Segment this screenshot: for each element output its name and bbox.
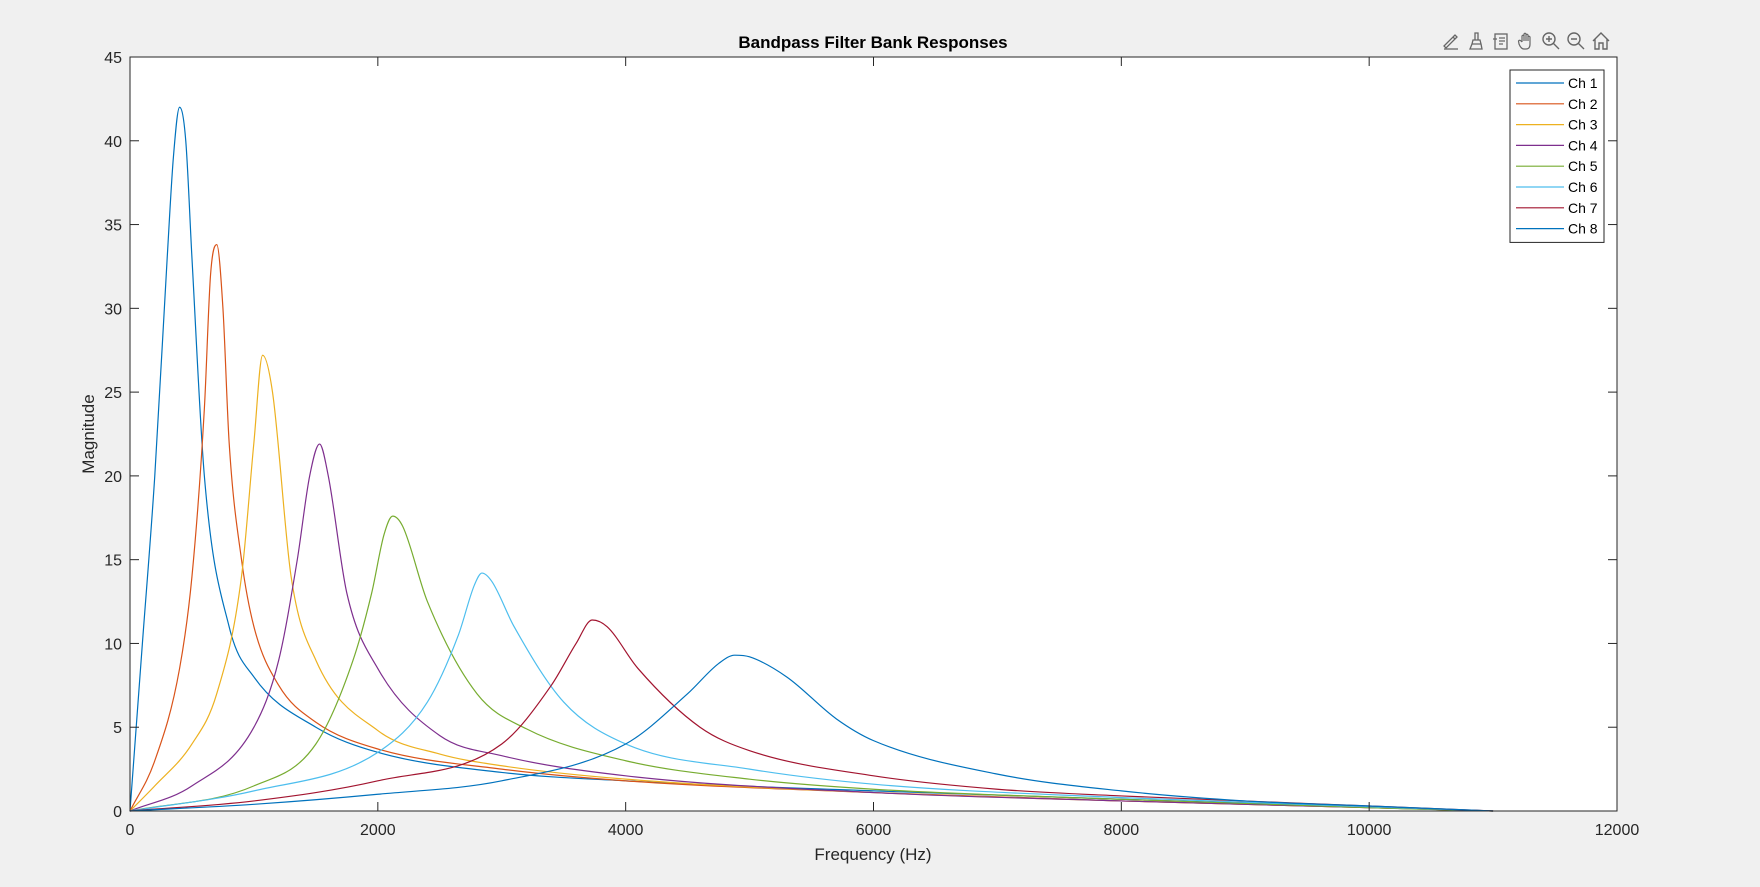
plot-area (130, 57, 1617, 811)
legend-box (1509, 69, 1605, 243)
x-axis-label: Frequency (Hz) (814, 845, 931, 864)
y-tick-label: 40 (104, 134, 122, 151)
legend-label: Ch 3 (1568, 117, 1598, 133)
x-tick-label: 8000 (1104, 822, 1140, 839)
series-line-6[interactable] (129, 572, 1494, 812)
series-line-5[interactable] (129, 515, 1494, 812)
home-icon (1592, 32, 1610, 50)
legend-label: Ch 8 (1568, 221, 1598, 237)
pan-hand-icon (1517, 32, 1531, 50)
y-tick-label: 20 (104, 469, 122, 486)
datatip-button[interactable] (1490, 30, 1512, 52)
zoom-out-icon (1567, 32, 1585, 50)
legend-label: Ch 4 (1568, 137, 1598, 153)
pan-button[interactable] (1515, 30, 1537, 52)
x-tick-label: 6000 (856, 822, 892, 839)
series-line-7[interactable] (129, 619, 1494, 812)
x-tick-label: 0 (126, 822, 135, 839)
y-tick-label: 10 (104, 636, 122, 653)
legend-label: Ch 6 (1568, 179, 1598, 195)
axes-toolbar (1440, 30, 1612, 56)
series-line-4[interactable] (129, 443, 1494, 812)
y-tick-label: 45 (104, 50, 122, 67)
datatip-icon (1493, 33, 1508, 50)
x-ticks: 0 2000 4000 6000 8000 10000 12000 (126, 57, 1640, 839)
x-tick-label: 12000 (1595, 822, 1640, 839)
legend-label: Ch 5 (1568, 158, 1598, 174)
brush-icon (1469, 32, 1483, 50)
legend-label: Ch 2 (1568, 96, 1598, 112)
zoom-out-button[interactable] (1565, 30, 1587, 52)
legend-label: Ch 1 (1568, 75, 1598, 91)
y-tick-label: 30 (104, 301, 122, 318)
edit-annotate-icon (1443, 34, 1458, 50)
y-tick-label: 5 (113, 720, 122, 737)
brush-button[interactable] (1465, 30, 1487, 52)
series-lines (129, 106, 1494, 812)
chart-title: Bandpass Filter Bank Responses (738, 33, 1007, 52)
y-axis-label: Magnitude (79, 394, 98, 473)
y-tick-label: 0 (113, 804, 122, 821)
x-tick-label: 2000 (360, 822, 396, 839)
zoom-in-button[interactable] (1540, 30, 1562, 52)
series-line-8[interactable] (129, 654, 1494, 812)
zoom-in-icon (1542, 32, 1560, 50)
y-tick-label: 15 (104, 553, 122, 570)
x-tick-label: 10000 (1347, 822, 1392, 839)
legend[interactable]: Ch 1 Ch 2 Ch 3 Ch 4 Ch 5 Ch 6 Ch 7 Ch 8 (1509, 69, 1605, 243)
y-ticks: 0 5 10 15 20 25 30 35 40 45 (104, 50, 1617, 821)
y-tick-label: 35 (104, 218, 122, 235)
y-tick-label: 25 (104, 385, 122, 402)
home-button[interactable] (1590, 30, 1612, 52)
x-tick-label: 4000 (608, 822, 644, 839)
legend-label: Ch 7 (1568, 200, 1598, 216)
edit-annotate-button[interactable] (1440, 30, 1462, 52)
